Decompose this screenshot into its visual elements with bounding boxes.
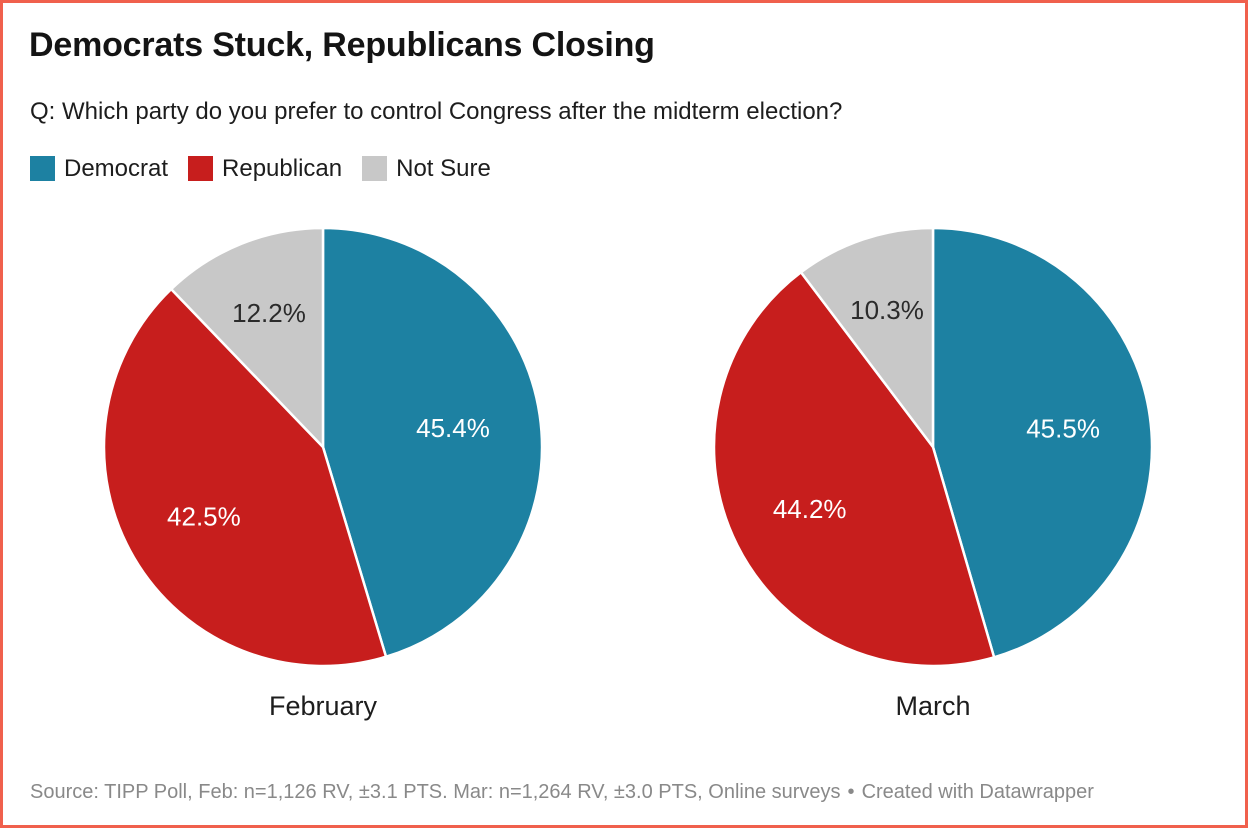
legend-item-not-sure: Not Sure [362,156,491,181]
pie-slice-republican [102,287,388,668]
not-sure-color-swatch [362,156,388,181]
slice-value-label: 10.3% [850,295,924,325]
datawrapper-attribution-link[interactable]: Created with Datawrapper [861,781,1094,803]
legend: Democrat Republican Not Sure [30,156,491,181]
slice-value-label: 12.2% [232,298,306,328]
pie-caption-february: February [268,691,378,721]
legend-item-democrat: Democrat [30,156,168,181]
pie-chart-february: 45.4% 42.5% 12.2% February [101,225,545,722]
february-pie: 45.4% 42.5% 12.2% [102,226,544,668]
legend-item-republican: Republican [188,156,342,181]
pie-slice-not-sure [799,226,935,449]
footer-separator: • [847,781,855,803]
legend-label-republican: Republican [222,154,343,182]
legend-label-not-sure: Not Sure [396,154,491,182]
slice-value-label: 44.2% [773,494,847,524]
footer: Source: TIPP Poll, Feb: n=1,126 RV, ±3.1… [30,780,1094,804]
chart-subtitle: Q: Which party do you prefer to control … [30,98,843,125]
legend-label-democrat: Democrat [64,154,169,182]
pie-chart-march: 45.5% 44.2% 10.3% March [711,225,1155,722]
republican-color-swatch [188,156,214,181]
pie-caption-march: March [895,691,971,721]
slice-value-label: 42.5% [167,502,241,532]
democrat-color-swatch [30,156,55,181]
march-pie: 45.5% 44.2% 10.3% [712,226,1154,668]
pie-slice-not-sure [169,226,325,449]
pie-slice-democrat [931,226,1154,659]
footer-source-text: Source: TIPP Poll, Feb: n=1,126 RV, ±3.1… [30,781,841,803]
pie-slice-republican [712,271,996,668]
slice-value-label: 45.5% [1026,414,1100,444]
chart-title: Democrats Stuck, Republicans Closing [29,26,655,64]
slice-value-label: 45.4% [416,413,490,443]
pie-slice-democrat [321,226,544,658]
